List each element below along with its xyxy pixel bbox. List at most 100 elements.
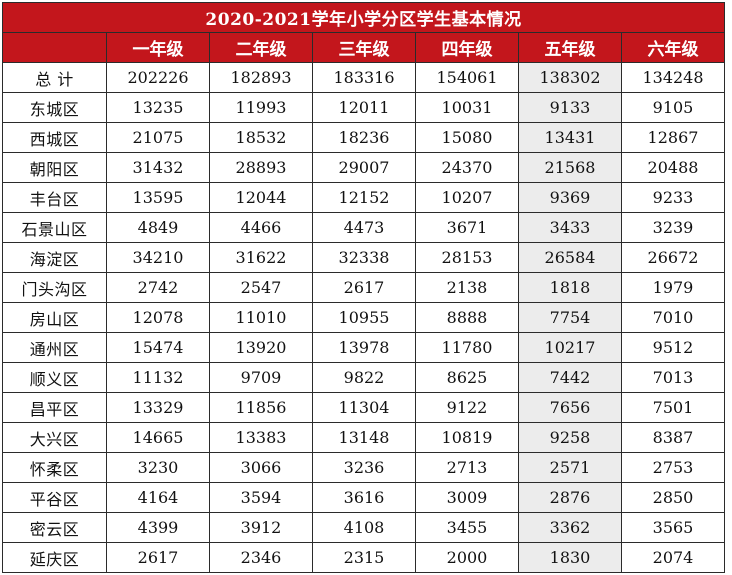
header-cell-grade-1: 一年级 — [106, 32, 210, 63]
value-cell-grade-2: 3594 — [209, 482, 313, 513]
value-cell-grade-5: 7754 — [518, 302, 622, 333]
table-title: 2020-2021学年小学分区学生基本情况 — [2, 2, 725, 33]
table-row: 石景山区 4849 4466 4473 3671 3433 3239 — [2, 212, 725, 243]
value-cell-grade-3: 183316 — [312, 62, 416, 93]
value-cell-grade-5: 2876 — [518, 482, 622, 513]
value-cell-grade-5: 21568 — [518, 152, 622, 183]
table-row: 门头沟区 2742 2547 2617 2138 1818 1979 — [2, 272, 725, 303]
district-name-cell: 门头沟区 — [2, 272, 107, 303]
value-cell-grade-4: 10031 — [415, 92, 519, 123]
value-cell-grade-1: 202226 — [106, 62, 210, 93]
value-cell-grade-1: 13595 — [106, 182, 210, 213]
table-row: 延庆区 2617 2346 2315 2000 1830 2074 — [2, 542, 725, 573]
value-cell-grade-5: 10217 — [518, 332, 622, 363]
value-cell-grade-3: 32338 — [312, 242, 416, 273]
value-cell-grade-5: 9133 — [518, 92, 622, 123]
value-cell-grade-6: 134248 — [621, 62, 725, 93]
value-cell-grade-2: 182893 — [209, 62, 313, 93]
value-cell-grade-1: 13329 — [106, 392, 210, 423]
district-name-cell: 大兴区 — [2, 422, 107, 453]
value-cell-grade-5: 13431 — [518, 122, 622, 153]
value-cell-grade-3: 4473 — [312, 212, 416, 243]
value-cell-grade-2: 11856 — [209, 392, 313, 423]
value-cell-grade-1: 2742 — [106, 272, 210, 303]
value-cell-grade-1: 2617 — [106, 542, 210, 573]
header-cell-grade-3: 三年级 — [312, 32, 416, 63]
district-name-cell: 丰台区 — [2, 182, 107, 213]
value-cell-grade-6: 7010 — [621, 302, 725, 333]
value-cell-grade-1: 13235 — [106, 92, 210, 123]
value-cell-grade-2: 2346 — [209, 542, 313, 573]
district-name-cell: 朝阳区 — [2, 152, 107, 183]
value-cell-grade-6: 1979 — [621, 272, 725, 303]
value-cell-grade-5: 7656 — [518, 392, 622, 423]
value-cell-grade-4: 3009 — [415, 482, 519, 513]
value-cell-grade-1: 21075 — [106, 122, 210, 153]
value-cell-grade-3: 13148 — [312, 422, 416, 453]
value-cell-grade-4: 24370 — [415, 152, 519, 183]
value-cell-grade-4: 9122 — [415, 392, 519, 423]
district-name-cell: 昌平区 — [2, 392, 107, 423]
value-cell-grade-3: 10955 — [312, 302, 416, 333]
value-cell-grade-2: 13920 — [209, 332, 313, 363]
table-row: 房山区 12078 11010 10955 8888 7754 7010 — [2, 302, 725, 333]
value-cell-grade-6: 9233 — [621, 182, 725, 213]
value-cell-grade-5: 2571 — [518, 452, 622, 483]
table-row: 总 计 202226 182893 183316 154061 138302 134248 — [2, 62, 725, 93]
value-cell-grade-2: 4466 — [209, 212, 313, 243]
value-cell-grade-3: 11304 — [312, 392, 416, 423]
table-row: 西城区 21075 18532 18236 15080 13431 12867 — [2, 122, 725, 153]
value-cell-grade-3: 29007 — [312, 152, 416, 183]
district-name-cell: 石景山区 — [2, 212, 107, 243]
value-cell-grade-4: 28153 — [415, 242, 519, 273]
value-cell-grade-6: 20488 — [621, 152, 725, 183]
header-cell-district — [2, 32, 107, 63]
header-cell-grade-4: 四年级 — [415, 32, 519, 63]
district-name-cell: 总 计 — [2, 62, 107, 93]
value-cell-grade-1: 15474 — [106, 332, 210, 363]
value-cell-grade-3: 13978 — [312, 332, 416, 363]
district-name-cell: 顺义区 — [2, 362, 107, 393]
value-cell-grade-4: 10207 — [415, 182, 519, 213]
value-cell-grade-3: 9822 — [312, 362, 416, 393]
value-cell-grade-6: 9105 — [621, 92, 725, 123]
value-cell-grade-3: 18236 — [312, 122, 416, 153]
value-cell-grade-2: 12044 — [209, 182, 313, 213]
value-cell-grade-4: 8888 — [415, 302, 519, 333]
value-cell-grade-6: 7013 — [621, 362, 725, 393]
value-cell-grade-1: 4164 — [106, 482, 210, 513]
value-cell-grade-3: 3236 — [312, 452, 416, 483]
value-cell-grade-2: 3912 — [209, 512, 313, 543]
value-cell-grade-1: 4399 — [106, 512, 210, 543]
value-cell-grade-3: 4108 — [312, 512, 416, 543]
value-cell-grade-2: 28893 — [209, 152, 313, 183]
value-cell-grade-6: 2850 — [621, 482, 725, 513]
value-cell-grade-3: 12152 — [312, 182, 416, 213]
value-cell-grade-6: 26672 — [621, 242, 725, 273]
value-cell-grade-1: 34210 — [106, 242, 210, 273]
value-cell-grade-1: 14665 — [106, 422, 210, 453]
value-cell-grade-4: 2138 — [415, 272, 519, 303]
table-row: 大兴区 14665 13383 13148 10819 9258 8387 — [2, 422, 725, 453]
table-row: 东城区 13235 11993 12011 10031 9133 9105 — [2, 92, 725, 123]
district-name-cell: 密云区 — [2, 512, 107, 543]
value-cell-grade-1: 3230 — [106, 452, 210, 483]
value-cell-grade-5: 3362 — [518, 512, 622, 543]
value-cell-grade-4: 11780 — [415, 332, 519, 363]
value-cell-grade-4: 154061 — [415, 62, 519, 93]
header-cell-grade-6: 六年级 — [621, 32, 725, 63]
value-cell-grade-4: 15080 — [415, 122, 519, 153]
district-name-cell: 西城区 — [2, 122, 107, 153]
value-cell-grade-5: 9258 — [518, 422, 622, 453]
table-row: 通州区 15474 13920 13978 11780 10217 9512 — [2, 332, 725, 363]
value-cell-grade-1: 4849 — [106, 212, 210, 243]
value-cell-grade-2: 11010 — [209, 302, 313, 333]
value-cell-grade-1: 11132 — [106, 362, 210, 393]
value-cell-grade-5: 1818 — [518, 272, 622, 303]
value-cell-grade-2: 3066 — [209, 452, 313, 483]
district-name-cell: 房山区 — [2, 302, 107, 333]
district-name-cell: 海淀区 — [2, 242, 107, 273]
district-name-cell: 东城区 — [2, 92, 107, 123]
value-cell-grade-3: 3616 — [312, 482, 416, 513]
